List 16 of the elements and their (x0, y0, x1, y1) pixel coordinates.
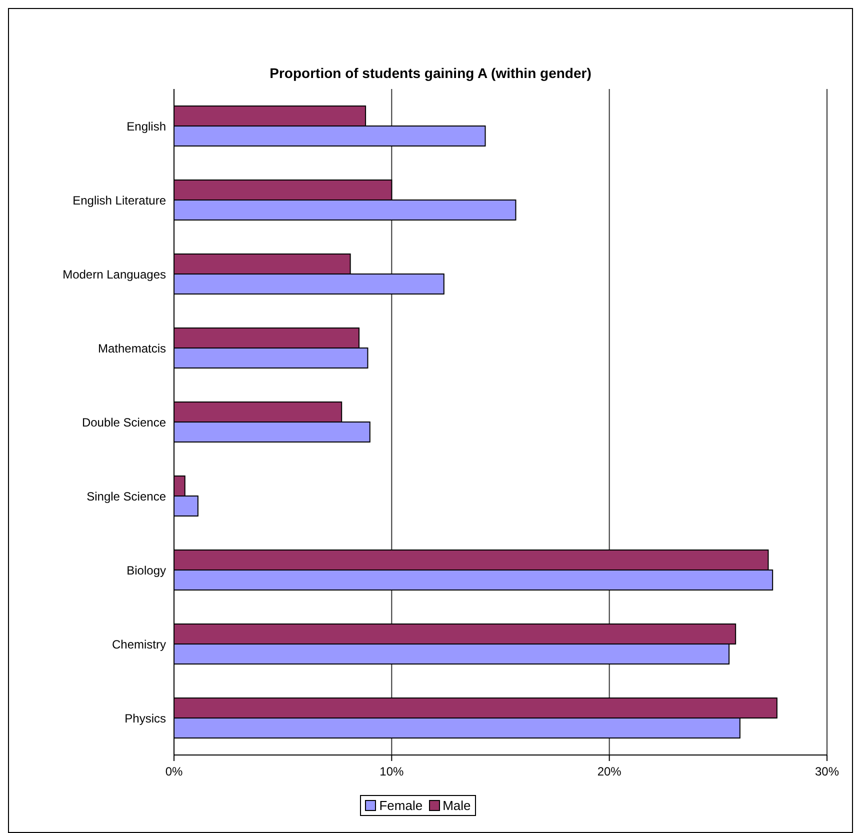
y-tick-label: Mathematcis (98, 341, 166, 356)
y-tick-label: Physics (124, 711, 166, 726)
legend-label: Female (378, 798, 423, 813)
x-tick-label: 30% (814, 764, 840, 779)
chart-title: Proportion of students gaining A (within gender) (268, 65, 592, 81)
y-tick-label: Double Science (82, 415, 166, 430)
x-tick-label: 0% (165, 764, 183, 779)
legend-label: Male (442, 798, 471, 813)
y-tick-label: English Literature (72, 193, 166, 208)
y-tick-label: Single Science (86, 489, 166, 504)
y-tick-label: Modern Languages (62, 267, 166, 282)
x-tick-label: 20% (597, 764, 622, 779)
y-tick-label: Chemistry (112, 637, 166, 652)
y-tick-label: Biology (126, 563, 166, 578)
x-tick-label: 10% (380, 764, 404, 779)
y-tick-label: English (126, 119, 166, 134)
